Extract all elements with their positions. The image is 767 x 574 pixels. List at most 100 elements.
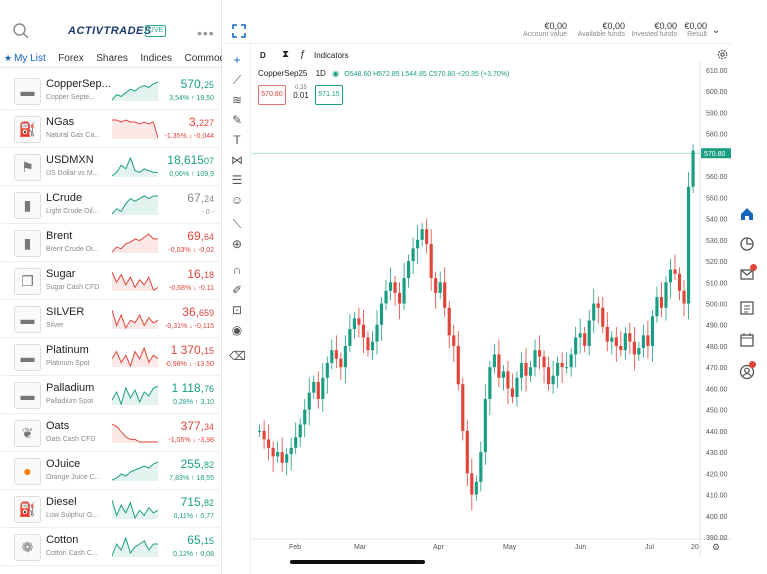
instrument-change: -0,68% ↓ -0,11 (168, 285, 214, 292)
candle (646, 335, 650, 346)
search-icon[interactable] (12, 22, 30, 40)
brush-icon[interactable]: ✎ (231, 113, 243, 127)
candle (619, 345, 623, 351)
instrument-description: Brent Crude Oi... (46, 246, 99, 253)
chevron-down-icon[interactable]: ⌄ (712, 25, 721, 36)
zoom-in-icon[interactable]: ⊕ (231, 237, 243, 251)
lock-icon[interactable]: ⊡ (231, 303, 243, 317)
candle (470, 473, 474, 495)
watchlist-row[interactable]: ▮ LCrude Light Crude Oil... 67,24 - 0 - (0, 186, 222, 224)
candle (686, 186, 691, 304)
home-icon[interactable] (739, 206, 755, 222)
tab-indices[interactable]: Indices (140, 53, 173, 64)
watchlist-row[interactable]: ● OJuice Orange Juice C... 255,82 7,83% … (0, 452, 222, 490)
chart-topbar: D ⧗ ƒ Indicators (252, 44, 732, 66)
candle (668, 269, 673, 283)
news-icon[interactable] (739, 300, 755, 316)
brand-logo: ACTIVTRADES (68, 25, 152, 37)
instrument-price: 570,25 (180, 77, 214, 91)
invested-funds: €0,00 Invested funds (631, 21, 677, 38)
chart-settings-icon[interactable]: ⚙ (712, 542, 720, 552)
watchlist: ▬ CopperSep... Copper Septe... 570,25 3,… (0, 72, 222, 566)
instrument-price: 1 370,15 (170, 343, 214, 357)
fullscreen-icon[interactable] (232, 24, 246, 38)
instrument-symbol: CopperSep... (46, 78, 111, 90)
y-tick-label: 420.00 (706, 471, 728, 478)
instrument-price: 377,34 (180, 419, 214, 433)
watchlist-row[interactable]: ▮ Brent Brent Crude Oi... 69,64 -0,03% ↓… (0, 224, 222, 262)
instrument-price: 69,64 (187, 229, 214, 243)
candle-type-icon[interactable]: ⧗ (282, 49, 290, 60)
watchlist-row[interactable]: ⚑ USDMXN US Dollar vs M... 18,61507 0,06… (0, 148, 222, 186)
candle (298, 424, 302, 438)
candle (479, 452, 483, 482)
pattern-icon[interactable]: ⋈ (231, 153, 243, 167)
y-tick-label: 490.00 (706, 323, 728, 330)
instrument-description: Light Crude Oil... (46, 208, 99, 215)
inbox-icon[interactable] (739, 266, 755, 282)
candle (605, 326, 609, 342)
text-icon[interactable]: T (233, 133, 241, 147)
drawing-toolbar: + ⟋ ≋ ✎ T ⋈ ☰ ☺ ⟍ ⊕ ∩ ✐ ⊡ ◉ ⌫ (223, 44, 251, 574)
candle (641, 335, 645, 349)
gas-cylinder-icon: ⛽ (14, 116, 41, 143)
price-chart[interactable]: 610.00600.00590.00580.00570.00560.00550.… (252, 62, 732, 557)
forecast-icon[interactable]: ☰ (231, 173, 243, 187)
interval-button[interactable]: D (260, 51, 266, 60)
candle (343, 345, 347, 368)
current-price-label: 570.80 (704, 151, 726, 158)
instrument-symbol: USDMXN (46, 154, 94, 166)
watchlist-row[interactable]: ❒ Sugar Sugar Cash CFD 16,18 -0,68% ↓ -0… (0, 262, 222, 300)
tab-commodities[interactable]: Commodities (184, 53, 223, 64)
trend-line-icon[interactable]: ⟋ (232, 73, 242, 87)
x-tick-label: Jun (575, 544, 586, 551)
instrument-change: 0,11% ↑ 0,77 (173, 513, 214, 520)
watchlist-row[interactable]: ⛽ NGas Natural Gas Ca... 3,227 -1,35% ↓ … (0, 110, 222, 148)
instrument-change: 7,83% ↑ 18,55 (169, 475, 214, 482)
sell-button[interactable]: 570.80 (258, 85, 286, 105)
instrument-price: 18,61507 (167, 153, 214, 167)
candle (321, 377, 325, 400)
indicators-icon[interactable]: ƒ (300, 49, 306, 60)
live-badge: LIVE (145, 25, 167, 37)
indicators-button[interactable]: Indicators (314, 51, 349, 60)
right-nav (733, 44, 767, 574)
watchlist-row[interactable]: ❦ Oats Oats Cash CFD 377,34 -1,05% ↓ -3,… (0, 414, 222, 452)
result: €0,00 Result (684, 21, 707, 38)
watchlist-row[interactable]: ❁ Cotton Cotton Cash C... 65,15 0,12% ↑ … (0, 528, 222, 566)
lock-drawing-icon[interactable]: ✐ (231, 283, 243, 297)
watchlist-row[interactable]: ▬ SILVER Silver 36,659 -0,31% ↓ -0,115 (0, 300, 222, 338)
x-tick-label: Jul (645, 544, 654, 551)
trash-icon[interactable]: ⌫ (229, 349, 246, 363)
tab-shares[interactable]: Shares (96, 53, 128, 64)
tab-forex[interactable]: Forex (58, 53, 84, 64)
tab-my-list[interactable]: ★ My List (0, 49, 50, 67)
candle (316, 382, 320, 400)
instrument-change: -0,31% ↓ -0,115 (165, 323, 214, 330)
watchlist-row[interactable]: ▬ Palladium Palladium Spot 1 118,76 0,28… (0, 376, 222, 414)
instrument-symbol: Cotton (46, 534, 79, 546)
candle (285, 454, 289, 463)
watchlist-row[interactable]: ⛽ Diesel Low Sulphur G... 715,82 0,11% ↑… (0, 490, 222, 528)
magnet-icon[interactable]: ∩ (232, 263, 242, 277)
candle (488, 367, 492, 400)
ruler-icon[interactable]: ⟍ (232, 217, 242, 231)
buy-button[interactable]: 571.15 (315, 85, 343, 105)
calendar-icon[interactable] (739, 332, 755, 348)
y-tick-label: 600.00 (706, 89, 728, 96)
more-icon[interactable]: ••• (197, 25, 215, 41)
watchlist-row[interactable]: ▬ Platinum Platinum Spot 1 370,15 -0,98%… (0, 338, 222, 376)
y-tick-label: 510.00 (706, 280, 728, 287)
fib-icon[interactable]: ≋ (231, 93, 243, 107)
crosshair-icon[interactable]: + (233, 53, 241, 67)
y-tick-label: 580.00 (706, 132, 728, 139)
gear-icon[interactable] (716, 48, 729, 61)
eye-icon[interactable]: ◉ (231, 323, 243, 337)
emoji-icon[interactable]: ☺ (230, 193, 244, 207)
portfolio-pie-icon[interactable] (739, 236, 755, 252)
profile-icon[interactable] (739, 364, 755, 380)
instrument-change: - 0 - (201, 209, 214, 216)
candle (407, 261, 411, 279)
watchlist-row[interactable]: ▬ CopperSep... Copper Septe... 570,25 3,… (0, 72, 222, 110)
candle (402, 278, 406, 304)
